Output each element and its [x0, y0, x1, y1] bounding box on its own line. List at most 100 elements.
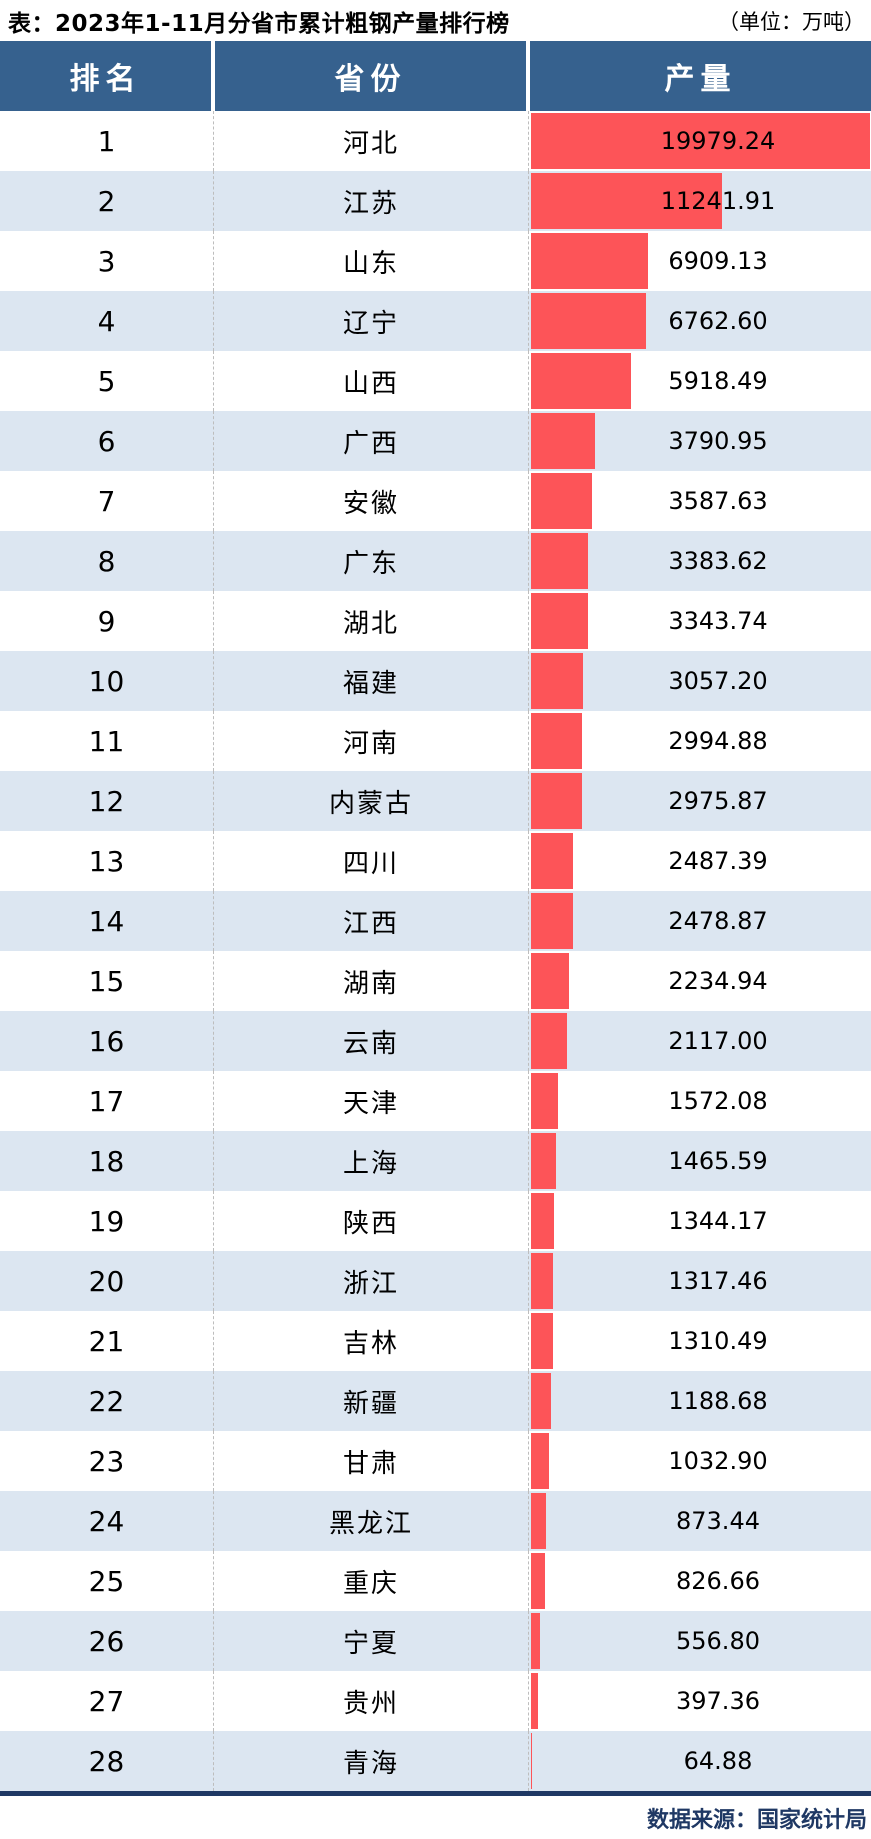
table-row: 21 吉林 1310.49 — [0, 1311, 871, 1371]
value-bar — [531, 533, 589, 589]
table-row: 26 宁夏 556.80 — [0, 1611, 871, 1671]
value-bar — [531, 1313, 554, 1369]
rank-cell: 6 — [97, 424, 116, 458]
header-cell-output: 产量 — [530, 41, 871, 111]
province-cell: 浙江 — [213, 1251, 528, 1311]
output-cell: 2117.00 — [528, 1011, 871, 1071]
rank-cell: 10 — [88, 664, 125, 698]
value-bar — [531, 1673, 538, 1729]
value-label: 826.66 — [676, 1567, 760, 1595]
value-label: 3057.20 — [668, 667, 768, 695]
table-row: 17 天津 1572.08 — [0, 1071, 871, 1131]
output-cell: 1188.68 — [528, 1371, 871, 1431]
value-label: 64.88 — [683, 1747, 753, 1775]
footer-bar: 数据来源：国家统计局 — [0, 1796, 871, 1839]
value-bar — [531, 653, 583, 709]
value-label: 873.44 — [676, 1507, 760, 1535]
output-cell: 3587.63 — [528, 471, 871, 531]
output-cell: 2487.39 — [528, 831, 871, 891]
value-label: 2975.87 — [668, 787, 768, 815]
value-label: 3790.95 — [668, 427, 768, 455]
value-label: 3383.62 — [668, 547, 768, 575]
rank-cell: 23 — [88, 1444, 125, 1478]
table-row: 28 青海 64.88 — [0, 1731, 871, 1791]
table-row: 27 贵州 397.36 — [0, 1671, 871, 1731]
value-label: 2487.39 — [668, 847, 768, 875]
output-cell: 6762.60 — [528, 291, 871, 351]
rank-cell: 27 — [88, 1684, 125, 1718]
table-row: 23 甘肃 1032.90 — [0, 1431, 871, 1491]
table-row: 10 福建 3057.20 — [0, 651, 871, 711]
table-row: 3 山东 6909.13 — [0, 231, 871, 291]
province-cell: 安徽 — [213, 471, 528, 531]
province-cell: 宁夏 — [213, 1611, 528, 1671]
table-row: 12 内蒙古 2975.87 — [0, 771, 871, 831]
page-title: 表：2023年1-11月分省市累计粗钢产量排行榜 — [8, 10, 510, 37]
rank-cell: 26 — [88, 1624, 125, 1658]
table-row: 15 湖南 2234.94 — [0, 951, 871, 1011]
header-cell-rank: 排名 — [0, 41, 211, 111]
output-cell: 1310.49 — [528, 1311, 871, 1371]
rank-cell: 11 — [88, 724, 125, 758]
output-cell: 19979.24 — [528, 111, 871, 171]
province-cell: 天津 — [213, 1071, 528, 1131]
table-row: 5 山西 5918.49 — [0, 351, 871, 411]
value-bar — [531, 1493, 546, 1549]
table-row: 16 云南 2117.00 — [0, 1011, 871, 1071]
value-label: 2994.88 — [668, 727, 768, 755]
value-bar — [531, 833, 574, 889]
value-label: 2478.87 — [668, 907, 768, 935]
value-label: 5918.49 — [668, 367, 768, 395]
output-cell: 826.66 — [528, 1551, 871, 1611]
output-cell: 11241.91 — [528, 171, 871, 231]
value-bar — [531, 593, 588, 649]
province-cell: 贵州 — [213, 1671, 528, 1731]
value-bar — [531, 353, 632, 409]
province-cell: 河南 — [213, 711, 528, 771]
value-label: 397.36 — [676, 1687, 760, 1715]
value-bar — [531, 413, 596, 469]
value-label: 6762.60 — [668, 307, 768, 335]
province-cell: 广东 — [213, 531, 528, 591]
value-label: 19979.24 — [660, 127, 776, 155]
rank-cell: 14 — [88, 904, 125, 938]
value-bar — [531, 1013, 567, 1069]
rank-cell: 1 — [97, 124, 116, 158]
province-cell: 湖南 — [213, 951, 528, 1011]
province-cell: 辽宁 — [213, 291, 528, 351]
province-cell: 吉林 — [213, 1311, 528, 1371]
rank-cell: 12 — [88, 784, 125, 818]
output-cell: 64.88 — [528, 1731, 871, 1791]
table-row: 11 河南 2994.88 — [0, 711, 871, 771]
province-cell: 陕西 — [213, 1191, 528, 1251]
rank-cell: 19 — [88, 1204, 125, 1238]
value-bar — [531, 1193, 554, 1249]
output-cell: 873.44 — [528, 1491, 871, 1551]
output-cell: 3343.74 — [528, 591, 871, 651]
unit-label: （单位：万吨） — [718, 9, 865, 34]
output-cell: 5918.49 — [528, 351, 871, 411]
value-label: 1032.90 — [668, 1447, 768, 1475]
rank-cell: 16 — [88, 1024, 125, 1058]
value-bar — [531, 1553, 545, 1609]
province-cell: 江西 — [213, 891, 528, 951]
rank-cell: 18 — [88, 1144, 125, 1178]
value-bar — [531, 113, 870, 169]
table-row: 2 江苏 11241.91 — [0, 171, 871, 231]
value-bar — [531, 893, 574, 949]
province-cell: 山东 — [213, 231, 528, 291]
value-label: 1310.49 — [668, 1327, 768, 1355]
value-label: 1572.08 — [668, 1087, 768, 1115]
table-row: 25 重庆 826.66 — [0, 1551, 871, 1611]
rank-cell: 15 — [88, 964, 125, 998]
value-bar — [531, 1253, 554, 1309]
value-label: 1317.46 — [668, 1267, 768, 1295]
rank-cell: 5 — [97, 364, 116, 398]
value-label: 3343.74 — [668, 607, 768, 635]
value-label: 556.80 — [676, 1627, 760, 1655]
table-header: 排名 省份 产量 — [0, 41, 871, 111]
output-cell: 6909.13 — [528, 231, 871, 291]
output-cell: 2975.87 — [528, 771, 871, 831]
value-label: 2117.00 — [668, 1027, 768, 1055]
output-cell: 2234.94 — [528, 951, 871, 1011]
